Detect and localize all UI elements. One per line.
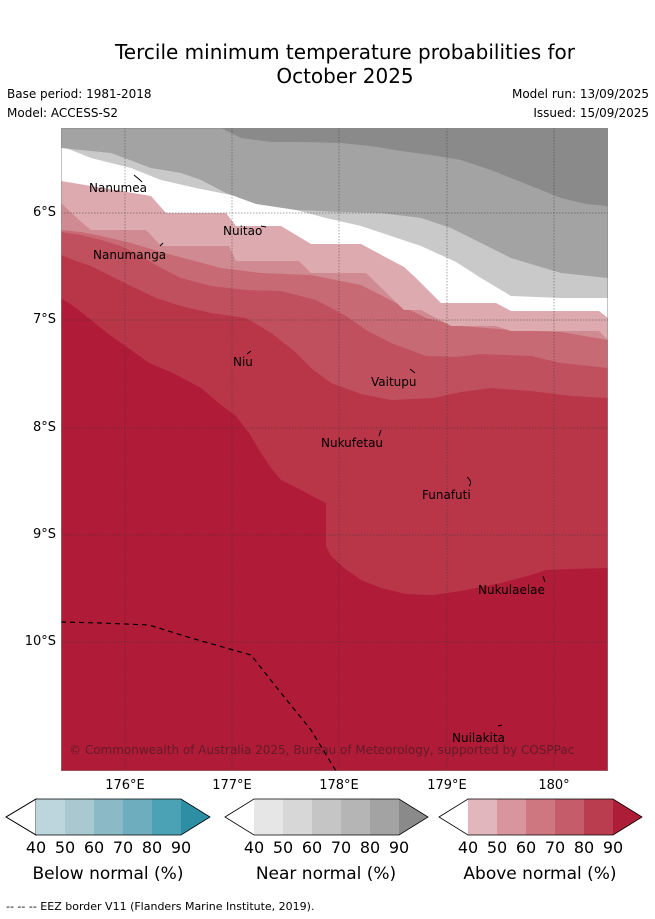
place-label: Vaitupu [371,375,417,389]
island-vaitupu [409,368,416,374]
eez-footnote: -- -- -- EEZ border V11 (Flanders Marine… [6,900,315,913]
colorbar-tick: 60 [83,838,105,857]
island-funafuti [466,476,472,487]
colorbar-title-near: Near normal (%) [255,864,397,884]
eez-border [60,621,337,772]
lon-label: 178°E [319,778,359,793]
colorbar-tick: 60 [301,838,323,857]
colorbar-title-below: Below normal (%) [32,864,184,884]
colorbar-below [5,798,211,836]
graticule [61,128,608,771]
island-nuilakita [497,724,503,727]
map-title: Tercile minimum temperature probabilitie… [0,40,655,88]
place-label: Nuitao [223,224,262,238]
base-period: Base period: 1981-2018 [7,87,152,101]
colorbar-tick: 90 [388,838,410,857]
colorbar-tick: 80 [359,838,381,857]
map-frame [61,128,608,771]
lat-label: 8°S [32,420,56,435]
place-label: Niu [233,355,253,369]
island-nukulaelae [542,575,546,583]
islands [133,174,546,727]
island-nanumea [133,174,143,183]
colorbar-tick: 40 [25,838,47,857]
place-label: Nanumanga [93,248,166,262]
colorbar-tick: 70 [330,838,352,857]
lat-label: 7°S [32,312,56,327]
band-near-60 [221,128,608,206]
colorbar-tick: 50 [486,838,508,857]
lon-label: 177°E [212,778,252,793]
colorbars-svg [5,798,643,836]
lat-label: 9°S [32,527,56,542]
place-label: Nanumea [89,181,147,195]
island-nukufetau [378,429,382,437]
lon-label: 180° [538,778,570,793]
model-name: Model: ACCESS-S2 [7,106,119,120]
map-title-line2: October 2025 [276,64,414,88]
lon-label: 176°E [105,778,145,793]
island-nanumanga [159,242,164,247]
issued-date: Issued: 15/09/2025 [533,106,649,120]
probability-map: Nanumea Nuitao Nanumanga Niu Vaitupu Nuk… [60,128,608,772]
colorbar-tick: 40 [243,838,265,857]
place-label: Nukulaelae [478,583,545,597]
colorbar-tick: 90 [602,838,624,857]
colorbar-tick: 50 [272,838,294,857]
band-near-50 [61,128,608,278]
colorbar-above [438,798,643,836]
island-nuitao [260,225,267,228]
colorbar-tick: 40 [457,838,479,857]
map-svg: Nanumea Nuitao Nanumanga Niu Vaitupu Nuk… [60,128,608,772]
model-run: Model run: 13/09/2025 [511,87,649,101]
lat-label: 6°S [32,205,56,220]
colorbar-title-above: Above normal (%) [463,864,617,884]
lon-label: 179°E [427,778,467,793]
colorbar-tick: 70 [112,838,134,857]
colorbar-tick: 60 [515,838,537,857]
place-label: Nuilakita [452,731,505,745]
lat-label: 10°S [24,634,56,649]
place-label: Funafuti [422,488,471,502]
colorbar-tick: 70 [544,838,566,857]
island-niu [246,350,252,355]
colorbar-tick: 50 [54,838,76,857]
map-title-line1: Tercile minimum temperature probabilitie… [114,40,576,64]
colorbar-near [224,798,429,836]
copyright-text: © Commonwealth of Australia 2025, Bureau… [69,743,574,757]
place-label: Nukufetau [321,436,383,450]
colorbar-tick: 90 [170,838,192,857]
colorbar-tick: 80 [141,838,163,857]
colorbar-tick: 80 [573,838,595,857]
